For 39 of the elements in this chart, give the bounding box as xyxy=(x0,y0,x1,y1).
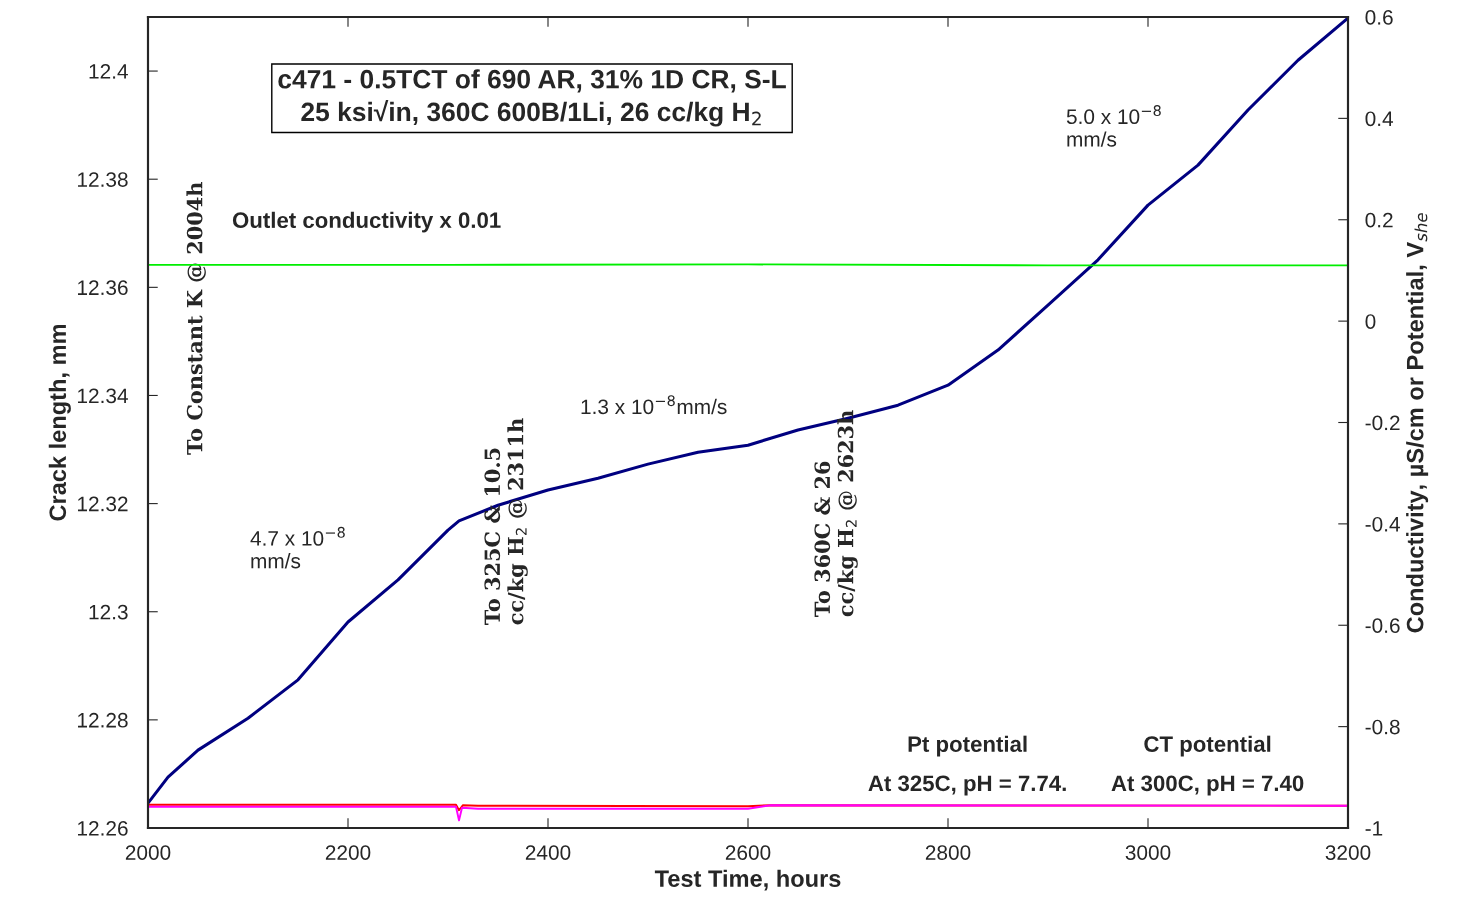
annotation: At 300C, pH = 7.40 xyxy=(1111,775,1304,796)
x-tick-label: 2400 xyxy=(525,845,571,860)
y-tick-label: 12.26 xyxy=(78,821,128,836)
y2-tick-label: 0.4 xyxy=(1365,111,1394,127)
y2-tick-label: -1 xyxy=(1365,821,1383,836)
y2-tick-label: -0.6 xyxy=(1365,618,1400,633)
x-tick-label: 2600 xyxy=(725,845,771,860)
y2-tick-label: 0.2 xyxy=(1365,212,1393,228)
x-tick-label: 2800 xyxy=(925,845,971,860)
x-axis-title: Test Time, hours xyxy=(654,869,841,891)
text: 4.7 x 10$^{−8}$ mm/s xyxy=(250,526,345,569)
y-tick-label: 12.28 xyxy=(78,712,128,728)
text: 5.0 x 10$^{−8}$ mm/s xyxy=(1066,105,1161,147)
y2-axis-title: Conductivity, µS/cm or Potential, V$_{she}$ xyxy=(1406,213,1429,633)
annotation: At 325C, pH = 7.74. xyxy=(868,775,1066,796)
x-tick-label: 3200 xyxy=(1325,845,1371,860)
y2-tick-label: -0.8 xyxy=(1365,719,1400,735)
y-tick-label: 12.32 xyxy=(78,496,128,512)
y-tick-label: 12.36 xyxy=(78,280,128,296)
y2-tick-label: 0.6 xyxy=(1365,10,1393,25)
text: Pt potential xyxy=(908,735,1027,757)
x-tick-label: 2200 xyxy=(325,845,371,860)
line-series xyxy=(148,804,1348,822)
y2-tick-label: -0.4 xyxy=(1365,516,1400,532)
y-tick-label: 12.34 xyxy=(78,388,128,404)
y-tick-label: 12.3 xyxy=(89,604,128,620)
y2-tick-label: 0 xyxy=(1365,314,1376,329)
x-tick-label: 3000 xyxy=(1125,845,1171,860)
annotation: To 325C & 10.5 cc/kg H$_{2}$ @ 2311h xyxy=(484,418,528,626)
text: CT potential xyxy=(1144,735,1271,757)
y-tick-label: 12.38 xyxy=(78,172,128,187)
y-tick-label: 12.4 xyxy=(89,64,128,79)
series-label: Outlet conductivity x 0.01 xyxy=(232,211,501,233)
x-tick-label: 2000 xyxy=(125,845,171,860)
y2-tick-label: -0.2 xyxy=(1365,415,1400,431)
annotation: 1.3 x 10$^{−8}$mm/s xyxy=(581,395,727,415)
annotation: To 360C & 26 cc/kg H$_{2}$ @ 2623h xyxy=(814,410,858,617)
text: c471 - 0.5TCT of 690 AR, 31% 1D CR, S-L 25 ksi√in, 360C 600B/1Li, 26 cc/kg H$_{2}$ xyxy=(278,69,786,127)
y-axis-title: Crack length, mm xyxy=(48,324,71,521)
